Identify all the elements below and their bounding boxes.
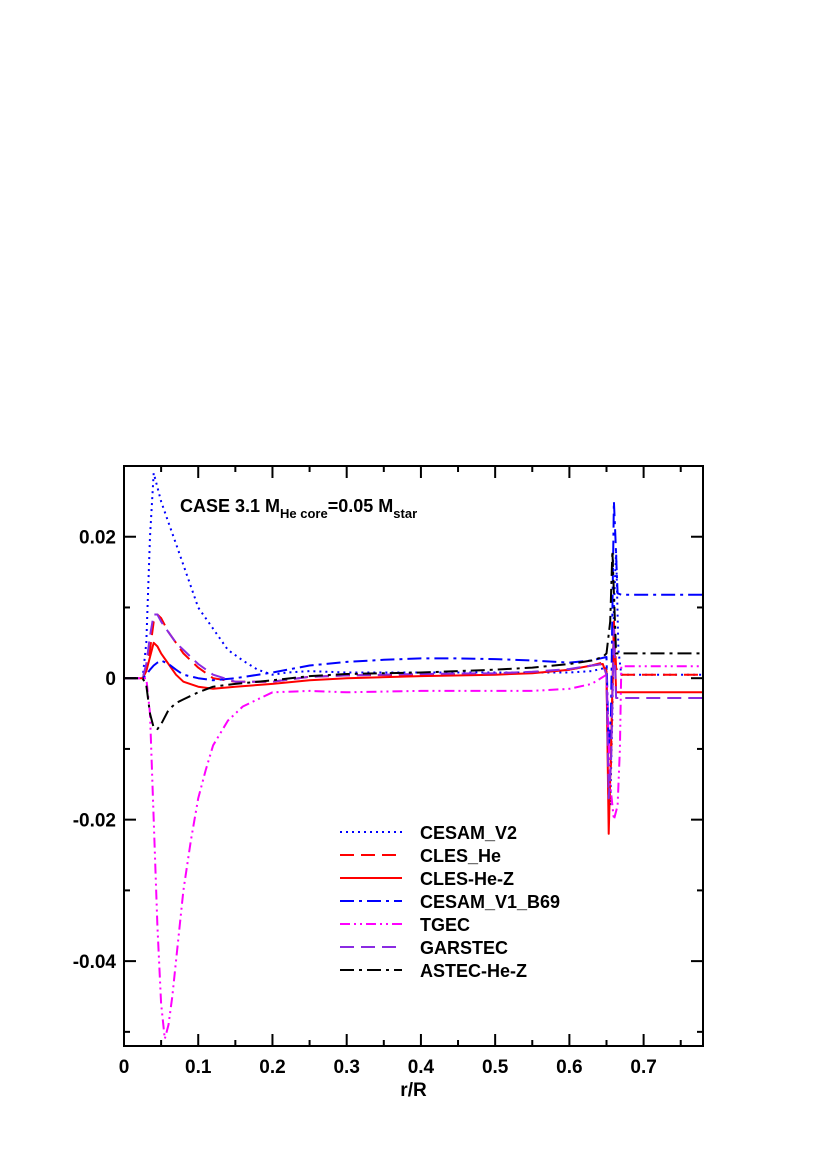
annotation-sub-he-core: He core [280,506,328,521]
ticks-layer [123,466,703,1046]
x-axis-title: r/R [400,1080,427,1101]
legend-label: ASTEC-He-Z [420,961,527,981]
y-tick-label: -0.02 [73,811,116,832]
legend-label: CESAM_V1_B69 [420,892,560,912]
tick-labels: 0 0.1 0.2 0.3 0.4 0.5 0.6 0.7 -0.04 -0.02 0 0.02 [73,528,657,1078]
series-line-garstec [124,613,703,800]
series-layer [124,472,703,1040]
annotation-main: CASE 3.1 M [180,496,280,516]
x-tick-label: 0.3 [333,1057,359,1078]
annotation-sub-star: star [393,506,417,521]
legend-label: CLES_He [420,846,501,866]
legend: CESAM_V2 CLES_He CLES-He-Z CESAM_V1_B69 TGEC… [340,823,560,981]
series-line-astec-he-z [124,549,703,731]
x-tick-label: 0.5 [482,1057,509,1078]
x-tick-label: 0.2 [259,1057,285,1078]
case-annotation: CASE 3.1 MHe core=0.05 Mstar [180,496,417,521]
y-tick-label: 0.02 [79,528,116,549]
annotation-mid: =0.05 M [328,496,394,516]
x-tick-label: 0.7 [630,1057,656,1078]
legend-label: CESAM_V2 [420,823,517,843]
series-line-cesam-v1-b69 [124,500,703,750]
x-tick-label: 0.1 [185,1057,212,1078]
x-tick-label: 0.4 [408,1057,435,1078]
legend-label: TGEC [420,915,470,935]
y-tick-label: 0 [105,669,116,690]
series-line-cles-he-z [124,620,703,835]
plot-frame [123,465,704,1047]
y-tick-label: -0.04 [73,952,117,973]
legend-label: GARSTEC [420,938,508,958]
x-tick-label: 0.6 [556,1057,582,1078]
x-tick-label: 0 [119,1057,130,1078]
legend-label: CLES-He-Z [420,869,514,889]
